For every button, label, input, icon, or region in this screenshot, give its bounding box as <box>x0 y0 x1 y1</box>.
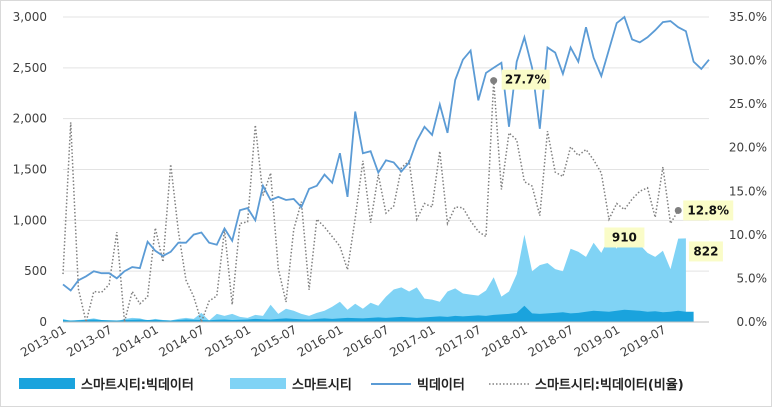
x-tick-label: 2019-07 <box>618 322 668 359</box>
annotation-label: 910 <box>612 230 637 244</box>
annotation-box <box>501 69 550 90</box>
annotation-box <box>683 200 734 221</box>
annotation-label: 12.8% <box>687 203 729 217</box>
legend-swatch <box>230 378 286 389</box>
x-tick-label: 2013-07 <box>64 322 114 359</box>
y-left-tick-label: 2,000 <box>13 112 47 126</box>
x-tick-label: 2014-07 <box>157 322 207 359</box>
annotation-label: 27.7% <box>505 73 547 87</box>
x-tick-label: 2015-07 <box>249 322 299 359</box>
annotations: 27.7% 12.8% 910 822 <box>490 69 734 262</box>
x-tick-label: 2018-01 <box>480 322 530 359</box>
y-right-tick-label: 15.0% <box>729 184 767 198</box>
left-axis-ticks: 0 500 1,000 1,500 2,000 2,500 3,000 <box>13 10 47 329</box>
x-tick-label: 2019-01 <box>572 322 622 359</box>
y-right-tick-label: 30.0% <box>729 54 767 68</box>
line-series <box>62 15 710 325</box>
legend-label: 빅데이터 <box>417 377 465 393</box>
series-line-bigdata <box>62 15 710 292</box>
series-area-smart-city-bigdata <box>63 305 694 322</box>
x-tick-label: 2016-07 <box>341 322 391 359</box>
y-left-tick-label: 0 <box>39 315 47 329</box>
y-right-tick-label: 35.0% <box>729 10 767 24</box>
series-area-smart-city <box>63 229 686 322</box>
y-left-tick-label: 1,500 <box>13 163 47 177</box>
x-tick-label: 2016-01 <box>295 322 345 359</box>
y-right-tick-label: 25.0% <box>729 97 767 111</box>
area-series <box>63 229 694 322</box>
x-axis-ticks: 2013-012013-072014-012014-072015-012015-… <box>18 322 668 359</box>
legend-label: 스마트시티 <box>292 377 352 393</box>
y-right-tick-label: 0.0% <box>737 315 768 329</box>
x-tick-label: 2018-07 <box>526 322 576 359</box>
annotation-marker <box>490 77 498 85</box>
legend-label: 스마트시티:빅데이터 <box>81 377 194 393</box>
y-left-tick-label: 1,000 <box>13 213 47 227</box>
legend-swatch <box>19 378 75 389</box>
y-left-tick-label: 3,000 <box>13 10 47 24</box>
x-tick-label: 2014-01 <box>110 322 160 359</box>
annotation-marker <box>674 206 682 214</box>
y-right-tick-label: 10.0% <box>729 228 767 242</box>
y-right-tick-label: 20.0% <box>729 141 767 155</box>
legend: 스마트시티:빅데이터 스마트시티 빅데이터 스마트시티:빅데이터(비율) <box>19 377 684 393</box>
annotation-label: 822 <box>693 244 718 258</box>
legend-label: 스마트시티:빅데이터(비율) <box>535 377 684 393</box>
y-left-tick-label: 500 <box>24 264 47 278</box>
series-line-ratio <box>62 80 679 325</box>
y-left-tick-label: 2,500 <box>13 61 47 75</box>
y-right-tick-label: 5.0% <box>737 271 768 285</box>
annotation-box <box>688 241 723 262</box>
x-tick-label: 2017-01 <box>387 322 437 359</box>
annotation-box <box>604 227 645 248</box>
right-axis-ticks: 0.0% 5.0% 10.0% 15.0% 20.0% 25.0% 30.0% 35.0% <box>729 10 767 329</box>
x-tick-label: 2015-01 <box>203 322 253 359</box>
x-tick-label: 2017-07 <box>433 322 483 359</box>
